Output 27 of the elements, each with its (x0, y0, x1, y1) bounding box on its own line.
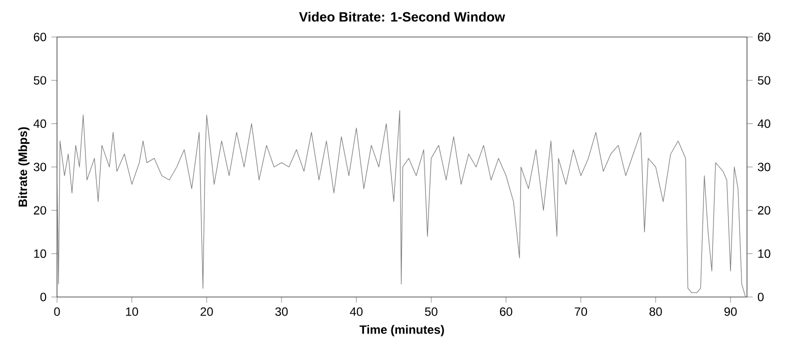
y2-tick-label: 60 (758, 32, 770, 42)
x-tick-label: 20 (200, 307, 213, 316)
y-axis-title: Bitrate (Mbps) (18, 127, 30, 207)
x-tick-label: 70 (574, 307, 588, 316)
y2-tick-label: 30 (758, 162, 770, 172)
y-tick-label: 30 (34, 162, 46, 172)
x-axis-title: Time (minutes) (360, 325, 444, 336)
x-tick-label: 10 (126, 307, 138, 316)
y2-tick-label: 0 (758, 292, 764, 302)
y-tick-label: 10 (34, 249, 46, 258)
y-tick-label: 0 (40, 292, 46, 302)
chart-title: Video Bitrate: 1-Second Window (299, 12, 506, 22)
y-tick-label: 40 (34, 119, 46, 128)
x-tick-label: 30 (275, 307, 288, 316)
y2-tick-label: 50 (758, 76, 770, 85)
x-tick-label: 80 (650, 307, 662, 316)
y2-tick-label: 10 (758, 249, 770, 258)
x-tick-label: 50 (424, 307, 438, 316)
y2-tick-label: 20 (758, 206, 770, 215)
y-tick-label: 20 (34, 206, 46, 215)
x-tick-label: 40 (350, 307, 363, 316)
y2-tick-label: 40 (758, 119, 770, 128)
x-tick-label: 60 (500, 307, 512, 316)
x-tick-label: 90 (724, 307, 737, 316)
x-tick-label: 0 (54, 307, 60, 316)
y-tick-label: 50 (34, 76, 46, 85)
y-tick-label: 60 (34, 32, 46, 42)
